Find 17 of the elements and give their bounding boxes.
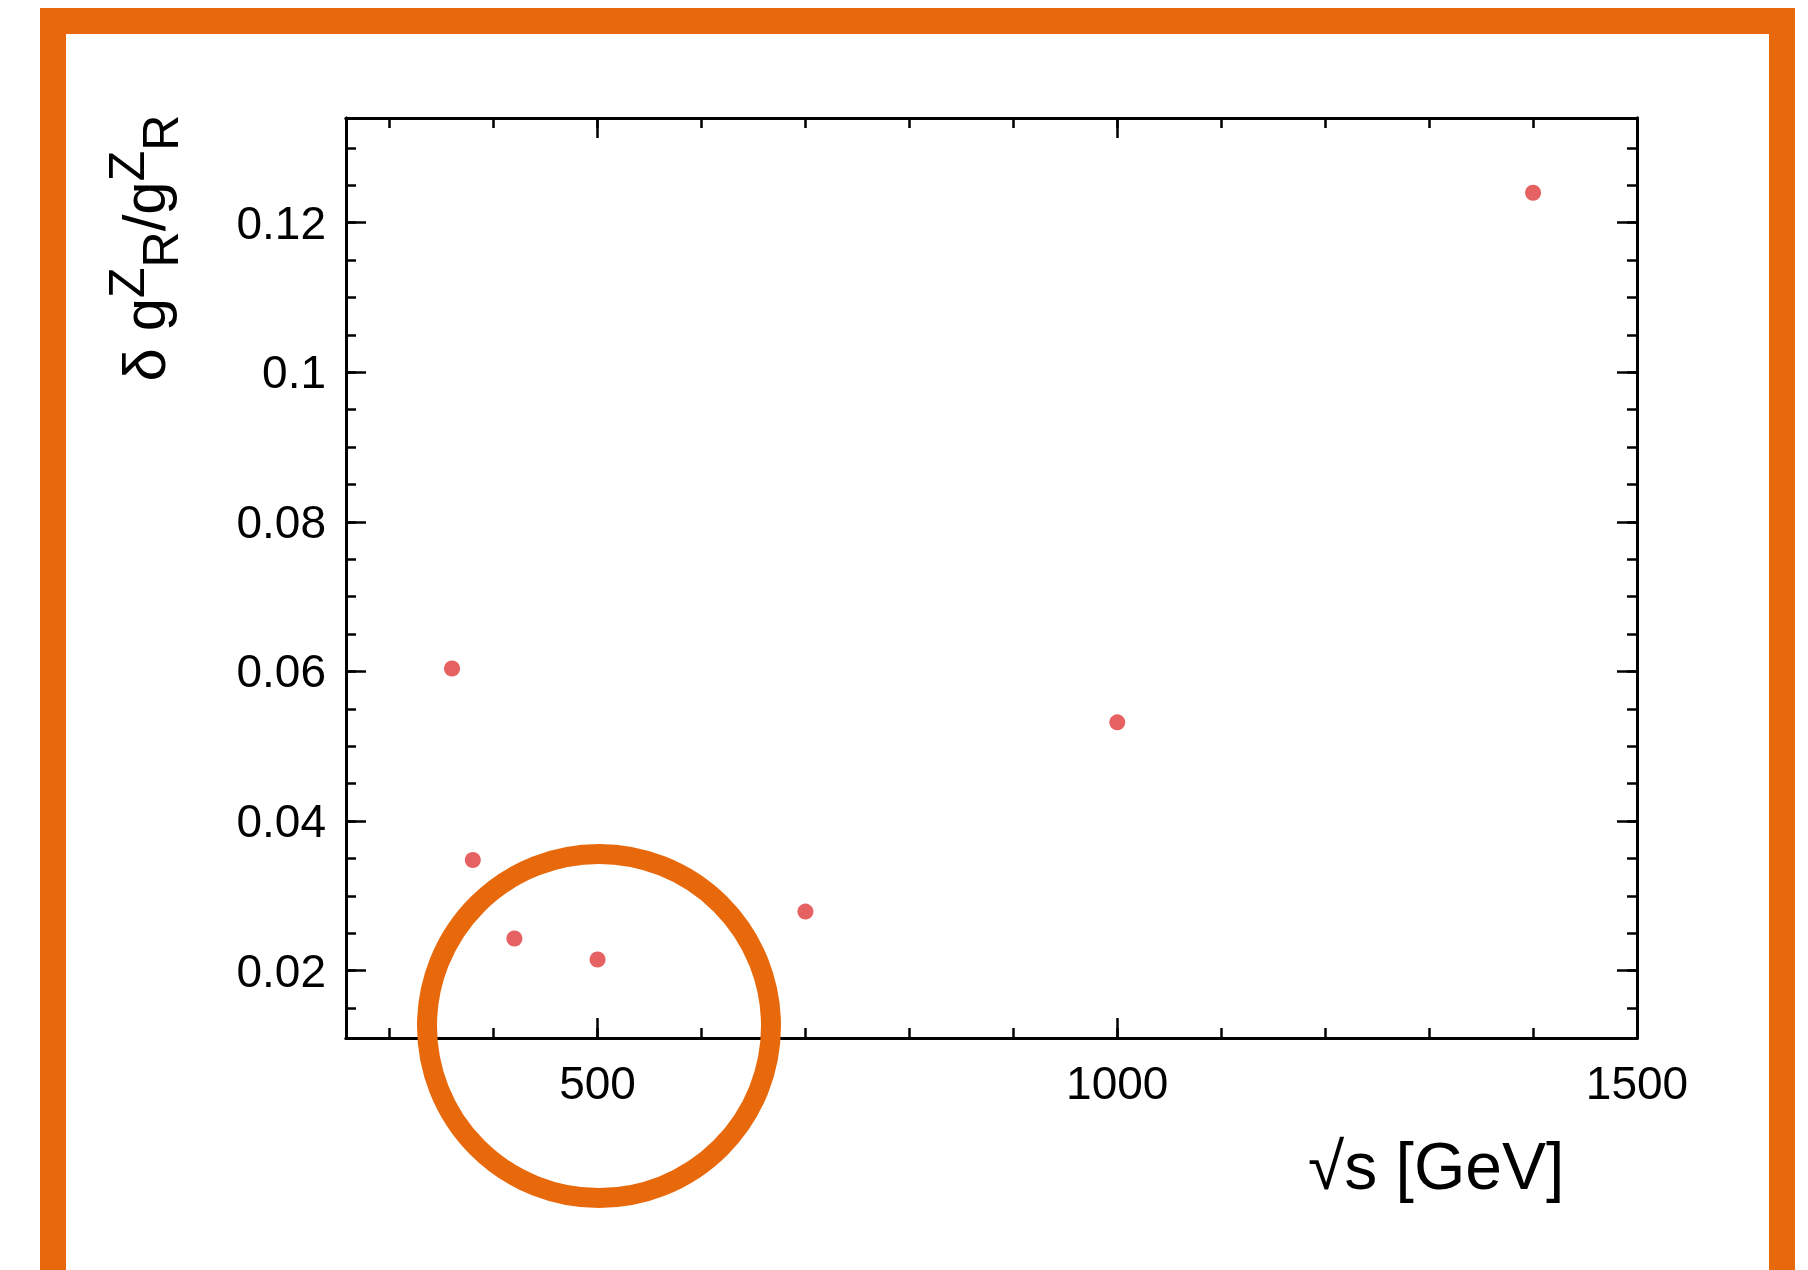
x-tick-label: 1500 [1585,1057,1689,1109]
x-axis-title: √s [GeV] [1308,1128,1565,1204]
y-tick-label: 0.02 [236,944,326,997]
point [464,851,481,868]
x-tick-label: 1000 [1066,1057,1169,1109]
y-tick-label: 0.04 [236,795,326,848]
y-tick-label: 0.1 [262,346,326,399]
y-tick-label: 0.08 [236,495,326,548]
point [1109,714,1126,731]
point [444,660,461,677]
point [589,951,606,968]
x-tick-label: 500 [559,1057,636,1109]
y-tick-label: 0.06 [236,645,326,698]
point [797,903,814,920]
y-tick-label: 0.12 [236,196,326,249]
point [506,930,523,947]
point [1525,184,1542,201]
